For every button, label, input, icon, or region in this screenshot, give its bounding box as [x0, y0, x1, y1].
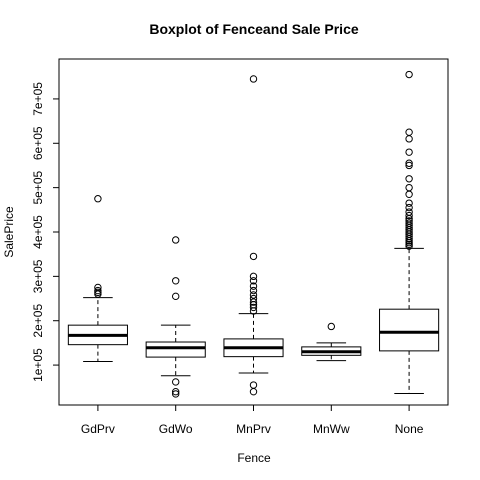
outlier-point — [249, 252, 258, 261]
x-axis: GdPrv GdWo MnPrv MnWw None — [81, 404, 424, 436]
x-tick-label: GdWo — [159, 422, 193, 436]
outlier-point — [405, 128, 413, 136]
outlier-point — [405, 161, 413, 170]
outlier-point — [172, 236, 180, 244]
outlier-point — [405, 175, 413, 183]
outlier-point — [405, 219, 413, 227]
box-mnww — [301, 322, 362, 362]
outlier-point — [249, 277, 258, 285]
box-mnprv — [223, 75, 284, 396]
outlier-point — [249, 303, 258, 312]
outlier-point — [405, 148, 413, 156]
outlier-point — [172, 387, 180, 396]
x-axis-label: Fence — [237, 451, 271, 465]
outlier-point — [405, 70, 413, 79]
outlier-point — [172, 378, 180, 386]
outlier-point — [405, 211, 413, 220]
y-tick-label: 1e+05 — [31, 348, 45, 382]
outlier-point — [405, 159, 413, 167]
outlier-point — [249, 298, 258, 306]
y-tick-label: 4e+05 — [31, 215, 45, 249]
outlier-point — [249, 294, 258, 303]
x-tick-label: GdPrv — [81, 422, 115, 436]
box-gdprv — [67, 195, 128, 363]
outlier-point — [405, 135, 413, 143]
outlier-point — [249, 387, 258, 396]
outlier-point — [94, 286, 102, 295]
iqr-box — [145, 341, 206, 358]
y-tick-label: 3e+05 — [31, 259, 45, 293]
y-tick-label: 6e+05 — [31, 126, 45, 160]
outlier-point — [249, 381, 258, 389]
outlier-point — [405, 190, 413, 198]
x-tick-label: None — [395, 422, 424, 436]
x-tick-label: MnPrv — [236, 422, 271, 436]
iqr-box — [379, 308, 440, 352]
outlier-point — [405, 208, 413, 216]
y-tick-label: 2e+05 — [31, 304, 45, 338]
outlier-point — [249, 282, 258, 290]
y-tick-label: 5e+05 — [31, 170, 45, 204]
outlier-point — [249, 286, 258, 295]
box-gdwo — [145, 236, 206, 398]
outlier-point — [405, 183, 413, 192]
outlier-point — [94, 195, 102, 203]
box-none — [379, 70, 440, 394]
outlier-point — [249, 291, 258, 299]
y-tick-label: 7e+05 — [31, 82, 45, 116]
outlier-point — [327, 322, 335, 331]
outlier-point — [405, 199, 413, 207]
outlier-point — [405, 217, 413, 225]
x-tick-label: MnWw — [313, 422, 350, 436]
y-axis-label: SalePrice — [2, 206, 16, 258]
boxes-layer — [67, 70, 440, 398]
outlier-point — [94, 283, 102, 292]
outlier-point — [249, 75, 258, 83]
outlier-point — [172, 390, 180, 398]
y-axis: 1e+05 2e+05 3e+05 4e+05 5e+05 6e+05 7e+05 — [31, 82, 60, 382]
outlier-point — [172, 292, 180, 301]
chart-title: Boxplot of Fenceand Sale Price — [149, 21, 358, 37]
outlier-point — [249, 272, 258, 281]
outlier-point — [172, 277, 180, 285]
outlier-point — [405, 203, 413, 212]
